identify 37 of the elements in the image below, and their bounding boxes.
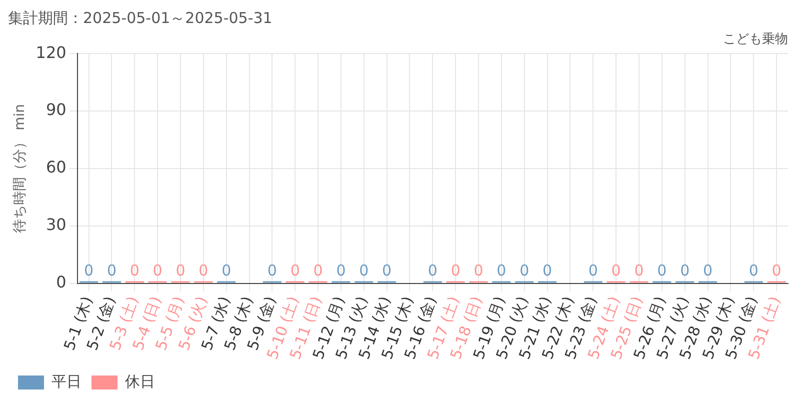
data-label: 0 <box>313 262 323 280</box>
data-label: 0 <box>359 262 369 280</box>
data-label: 0 <box>680 262 690 280</box>
data-label: 0 <box>106 262 116 280</box>
data-label: 0 <box>542 262 552 280</box>
data-label: 0 <box>634 262 644 280</box>
data-label: 0 <box>428 262 438 280</box>
data-label: 0 <box>152 262 162 280</box>
data-label: 0 <box>474 262 484 280</box>
y-tick-label: 30 <box>46 215 66 234</box>
legend-label: 休日 <box>125 372 155 390</box>
chart-subtitle: こども乗物 <box>723 32 788 48</box>
y-axis-title: 待ち時間（分） min <box>12 104 28 233</box>
data-label: 0 <box>657 262 667 280</box>
legend-label: 平日 <box>52 372 82 390</box>
data-label: 0 <box>450 262 460 280</box>
data-label: 0 <box>198 262 208 280</box>
chart-title: 集計期間：2025-05-01～2025-05-31 <box>8 8 272 27</box>
data-label: 0 <box>336 262 346 280</box>
y-tick-label: 90 <box>46 100 66 120</box>
y-tick-label: 60 <box>46 158 66 177</box>
data-label: 0 <box>382 262 392 280</box>
data-label: 0 <box>772 262 782 280</box>
data-label: 0 <box>267 262 277 280</box>
y-tick-label: 0 <box>56 272 66 292</box>
data-label: 0 <box>520 262 530 280</box>
data-label: 0 <box>176 262 186 280</box>
data-label: 0 <box>222 262 232 280</box>
y-tick-label: 120 <box>36 42 66 62</box>
data-label: 0 <box>611 262 621 280</box>
data-label: 0 <box>84 262 94 280</box>
data-label: 0 <box>290 262 300 280</box>
data-label: 0 <box>748 262 758 280</box>
data-label: 0 <box>702 262 713 280</box>
data-label: 0 <box>496 262 506 280</box>
data-label: 0 <box>588 262 598 280</box>
data-label: 0 <box>130 262 140 280</box>
